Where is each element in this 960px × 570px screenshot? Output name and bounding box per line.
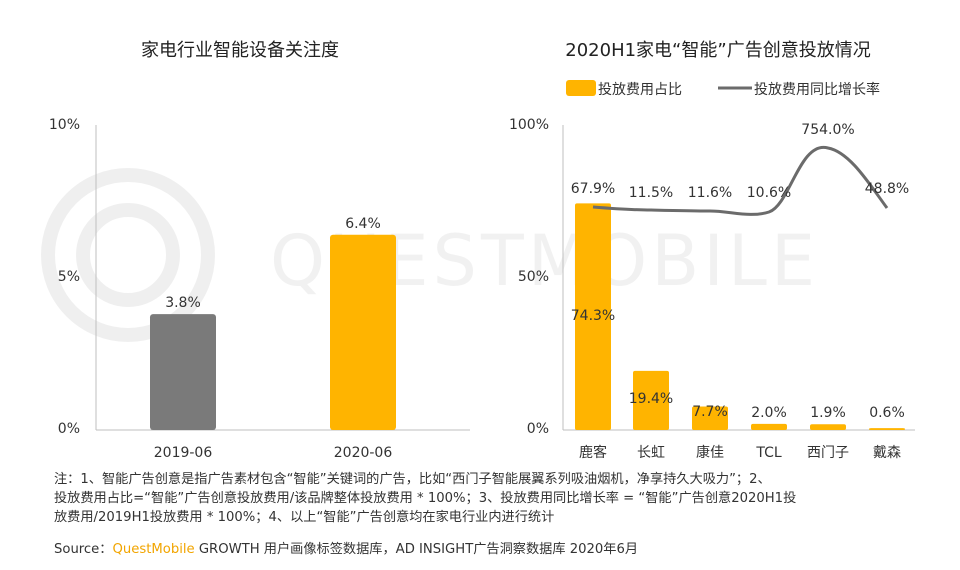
- growth-rate-label: 11.5%: [629, 185, 673, 201]
- left-chart: 家电行业智能设备关注度 10% 5% 0% 3.8% 2019-06 6.4% 202…: [49, 40, 470, 461]
- right-category-label: 鹿客: [579, 444, 607, 461]
- right-bar-西门子: [810, 424, 846, 430]
- left-bar-value-label: 3.8%: [165, 295, 201, 311]
- right-chart: 2020H1家电“智能”广告创意投放情况 投放费用占比 投放费用同比增长率 10…: [509, 40, 915, 461]
- right-bar-长虹: [633, 370, 669, 430]
- growth-rate-label: 754.0%: [801, 122, 854, 138]
- left-chart-title: 家电行业智能设备关注度: [141, 40, 339, 61]
- source-prefix: Source：: [54, 542, 113, 557]
- right-bar-value-label: 19.4%: [629, 391, 673, 407]
- right-bar-value-label: 2.0%: [751, 405, 787, 421]
- right-bar-value-label: 7.7%: [692, 404, 728, 420]
- growth-rate-label: 48.8%: [865, 181, 909, 197]
- growth-rate-label: 67.9%: [571, 181, 615, 197]
- right-bar-value-label: 0.6%: [869, 405, 905, 421]
- right-y-tick-0: 0%: [527, 421, 549, 437]
- left-category-label: 2020-06: [334, 445, 393, 461]
- growth-rate-line: [592, 146, 889, 216]
- footnote-line: 投放费用占比=“智能”广告创意投放费用/该品牌整体投放费用 * 100%；3、投…: [54, 491, 797, 506]
- left-y-tick-5: 5%: [58, 269, 80, 285]
- right-category-label: 西门子: [807, 445, 849, 461]
- left-category-label: 2019-06: [154, 445, 213, 461]
- left-bar-value-label: 6.4%: [345, 216, 381, 232]
- right-bar-value-label: 1.9%: [810, 405, 846, 421]
- source-line: Source：QuestMobile GROWTH 用户画像标签数据库，AD I…: [54, 538, 924, 557]
- source-brand: QuestMobile: [112, 542, 195, 557]
- legend-line-label: 投放费用同比增长率: [754, 81, 880, 98]
- left-y-tick-10: 10%: [49, 117, 80, 133]
- footnote: 注：1、智能广告创意是指广告素材包含“智能”关键词的广告，比如“西门子智能展翼系…: [54, 470, 924, 527]
- right-category-label: 戴森: [873, 445, 901, 461]
- right-bar-康佳: [692, 406, 728, 430]
- legend-bar-swatch: [566, 80, 596, 96]
- left-bar-2020-06: [330, 234, 396, 430]
- right-category-label: 长虹: [637, 445, 665, 461]
- right-y-tick-50: 50%: [518, 269, 549, 285]
- right-bar-鹿客: [575, 203, 611, 430]
- right-category-label: TCL: [755, 445, 782, 461]
- right-y-tick-100: 100%: [509, 117, 549, 133]
- right-bar-TCL: [751, 423, 787, 430]
- footnote-line: 放费用/2019H1投放费用 * 100%；4、以上“智能”广告创意均在家电行业…: [54, 510, 555, 525]
- right-bar-戴森: [869, 428, 905, 430]
- growth-rate-label: 11.6%: [688, 185, 732, 201]
- left-y-tick-0: 0%: [58, 421, 80, 437]
- right-category-label: 康佳: [696, 444, 724, 461]
- left-bar-2019-06: [150, 314, 216, 430]
- growth-rate-label: 10.6%: [747, 185, 791, 201]
- footnote-line: 注：1、智能广告创意是指广告素材包含“智能”关键词的广告，比如“西门子智能展翼系…: [54, 472, 771, 487]
- legend-bar-label: 投放费用占比: [598, 82, 682, 98]
- right-chart-title: 2020H1家电“智能”广告创意投放情况: [565, 40, 870, 61]
- right-bar-value-label: 74.3%: [571, 308, 615, 324]
- source-text: GROWTH 用户画像标签数据库，AD INSIGHT广告洞察数据库 2020年…: [194, 542, 639, 557]
